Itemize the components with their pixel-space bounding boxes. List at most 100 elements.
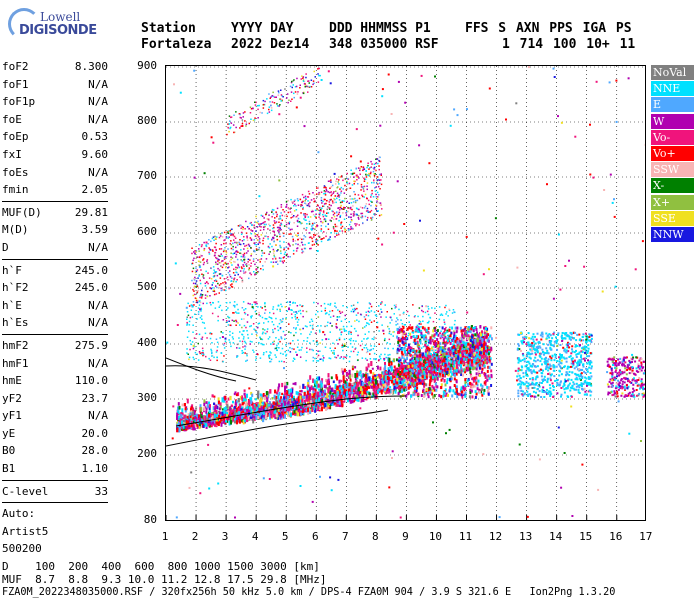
y-tick-label: 400: [137, 336, 157, 349]
param-name: foEp: [2, 130, 29, 144]
distance-row: D 100 200 400 600 800 1000 1500 3000 [km…: [2, 560, 320, 573]
param-row: fxI 9.60: [2, 146, 108, 164]
x-tick-label: 3: [221, 530, 229, 543]
param-row: foF1 N/A: [2, 76, 108, 94]
param-value: N/A: [88, 77, 108, 91]
param-name: yF1: [2, 409, 22, 423]
file-info-row: FZA0M_2022348035000.RSF / 320fx256h 50 k…: [2, 587, 616, 598]
legend-item: SSW: [651, 162, 694, 178]
echo-traces: [166, 66, 645, 519]
param-value: N/A: [88, 95, 108, 109]
param-row: foF2 8.300: [2, 58, 108, 76]
param-value: 29.81: [74, 205, 108, 219]
param-value: 3.59: [81, 223, 109, 237]
param-row: MUF(D) 29.81: [2, 204, 108, 222]
param-value: 245.0: [74, 281, 108, 295]
param-row: M(D) 3.59: [2, 221, 108, 239]
param-value: 9.60: [81, 147, 109, 161]
legend-item: NNW: [651, 226, 694, 242]
trace-curve: [166, 357, 237, 382]
param-name: C-level: [2, 484, 49, 498]
param-row: C-level 33: [2, 483, 108, 501]
param-value: 8.300: [74, 60, 108, 73]
parameter-list: foF2 8.300 foF1 N/A foF1p N/A foE N/A foEp 0.53 fx…: [2, 58, 108, 558]
param-name: 500200: [2, 542, 42, 556]
x-tick-label: 8: [372, 530, 379, 543]
param-name: h`F2: [2, 281, 29, 295]
param-row: hmF2 275.9: [2, 337, 108, 355]
header-date-value: 2022 Dez14: [231, 37, 310, 52]
y-tick-label: 800: [137, 114, 157, 127]
param-name: B1: [2, 462, 16, 476]
x-tick-label: 15: [579, 530, 593, 543]
x-tick-label: 7: [341, 530, 349, 543]
x-tick-label: 1: [161, 530, 169, 543]
y-tick-label: 500: [137, 280, 157, 293]
trace-curve: [175, 395, 407, 427]
param-value: N/A: [88, 356, 108, 370]
param-name: foF1: [2, 77, 29, 91]
param-value: 28.0: [81, 444, 109, 458]
x-tick-label: 4: [251, 530, 259, 543]
x-tick-label: 10: [428, 530, 443, 543]
y-tick-label: 80: [143, 513, 157, 526]
param-name: h`F: [2, 263, 22, 277]
param-name: foE: [2, 112, 22, 126]
x-tick-label: 14: [549, 530, 563, 543]
ionogram-plot: [165, 65, 646, 521]
logo-line1: Lowell: [40, 10, 81, 24]
param-value: N/A: [88, 316, 108, 330]
header-station-value: Fortaleza: [141, 37, 212, 52]
header-date-label: YYYY DAY: [231, 21, 294, 36]
x-tick-label: 2: [191, 530, 199, 543]
header-params-value: 1 714 100 10+ 11: [502, 37, 636, 52]
param-row: foE N/A: [2, 111, 108, 129]
param-row: Auto:: [2, 505, 108, 523]
x-tick-label: 17: [639, 530, 653, 543]
param-value: 33: [94, 484, 108, 498]
param-name: M(D): [2, 223, 29, 237]
legend-item: E: [651, 97, 694, 113]
legend-item: X-: [651, 178, 694, 194]
param-name: B0: [2, 444, 16, 458]
param-value: 275.9: [74, 338, 108, 352]
x-tick-label: 9: [402, 530, 409, 543]
legend-item: Vo-: [651, 129, 694, 145]
y-tick-label: 900: [137, 59, 157, 72]
param-name: hmE: [2, 374, 22, 388]
y-tick-label: 600: [137, 225, 157, 238]
param-value: 2.05: [81, 183, 109, 197]
param-row: hmE 110.0: [2, 372, 108, 390]
param-value: 1.10: [81, 462, 109, 476]
x-tick-label: 12: [488, 530, 503, 543]
logo-arc-icon: [8, 8, 40, 40]
param-row: foF1p N/A: [2, 93, 108, 111]
param-separator: [2, 479, 108, 481]
param-value: N/A: [88, 112, 108, 126]
param-value: N/A: [88, 409, 108, 423]
param-separator: [2, 502, 108, 504]
param-row: h`E N/A: [2, 297, 108, 315]
param-name: hmF1: [2, 356, 29, 370]
param-value: N/A: [88, 298, 108, 312]
x-tick-label: 13: [518, 530, 533, 543]
param-value: N/A: [88, 240, 108, 254]
header-station-label: Station: [141, 21, 196, 36]
param-name: hmF2: [2, 338, 29, 352]
param-row: hmF1 N/A: [2, 355, 108, 373]
muf-row: MUF 8.7 8.8 9.3 10.0 11.2 12.8 17.5 29.8…: [2, 573, 327, 586]
param-name: foEs: [2, 165, 29, 179]
ionogram-canvas: [166, 66, 645, 520]
param-row: h`F 245.0: [2, 262, 108, 280]
param-value: 110.0: [74, 374, 108, 388]
x-tick-label: 6: [311, 530, 319, 543]
param-name: foF2: [2, 60, 29, 73]
param-row: h`Es N/A: [2, 314, 108, 332]
x-tick-label: 16: [609, 530, 623, 543]
param-row: yF1 N/A: [2, 407, 108, 425]
y-tick-label: 200: [137, 447, 157, 460]
param-separator: [2, 200, 108, 202]
param-name: Auto:: [2, 507, 36, 521]
param-name: D: [2, 240, 9, 254]
param-name: yF2: [2, 391, 22, 405]
